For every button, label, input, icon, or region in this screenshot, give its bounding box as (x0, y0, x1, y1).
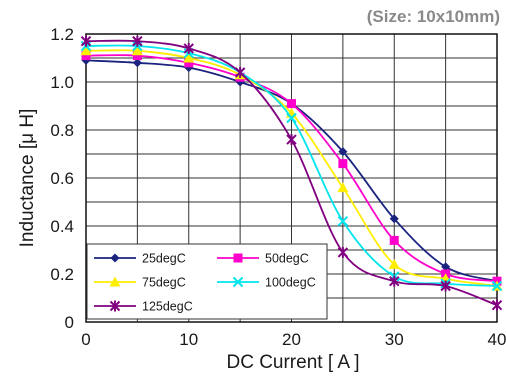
legend-marker-75degc (109, 276, 121, 287)
data-point-50degc (338, 159, 348, 169)
data-point-25degc (441, 262, 451, 272)
data-point-100degc (491, 280, 503, 292)
legend-label-100degc: 100degC (265, 276, 316, 290)
y-tick-label: 1.2 (50, 25, 74, 44)
x-tick-label: 10 (179, 330, 198, 349)
size-annotation: (Size: 10x10mm) (367, 7, 500, 26)
data-point-75degc (80, 45, 92, 56)
legend-marker-125degc (109, 300, 121, 312)
data-point-125degc (80, 35, 92, 47)
data-point-125degc (286, 134, 297, 146)
legend-marker-50degc (233, 253, 243, 263)
tick-labels: 0 10 20 30 40 0 0.2 0.4 0.6 0.8 1.0 1.2 (50, 25, 506, 349)
data-point-75degc (337, 182, 349, 193)
y-tick-label: 1.0 (50, 73, 74, 92)
y-tick-label: 0 (65, 313, 74, 332)
legend-marker-100degc (232, 276, 244, 288)
data-point-75degc (388, 258, 400, 269)
series-layer (80, 35, 503, 311)
x-tick-label: 30 (385, 330, 404, 349)
data-point-25degc (132, 58, 142, 68)
data-point-125degc (337, 246, 349, 258)
data-point-75degc (183, 52, 195, 63)
data-point-25degc (338, 147, 348, 157)
x-tick-label: 20 (282, 330, 301, 349)
data-point-100degc (337, 215, 349, 227)
data-point-125degc (234, 66, 246, 78)
data-point-50degc (389, 235, 399, 245)
series-line-125degc (85, 39, 498, 307)
x-axis-title: DC Current [ A ] (226, 352, 359, 373)
legend-label-50degc: 50degC (265, 252, 309, 266)
data-point-50degc (81, 51, 91, 61)
y-tick-label: 0.8 (50, 121, 74, 140)
data-point-50degc (132, 51, 142, 61)
y-axis-title: Inductance [μ H] (17, 109, 38, 248)
data-point-125degc (491, 299, 503, 311)
plot-frame (85, 33, 498, 323)
data-point-100degc (286, 112, 297, 124)
legend-label-75degc: 75degC (142, 276, 186, 290)
data-point-50degc (287, 99, 296, 109)
y-tick-label: 0.4 (50, 217, 74, 236)
data-point-125degc (389, 275, 400, 287)
data-point-25degc (389, 214, 399, 224)
legend-label-125degc: 125degC (142, 300, 193, 314)
x-tick-label: 40 (488, 330, 506, 349)
data-point-75degc (131, 45, 143, 56)
y-tick-label: 0.6 (50, 169, 74, 188)
legend-marker-25degc (110, 253, 120, 263)
x-tick-label: 0 (81, 330, 90, 349)
legend-label-25degc: 25degC (142, 252, 186, 266)
data-point-125degc (132, 35, 143, 47)
data-point-125degc (440, 280, 451, 292)
legend: 25degC 50degC 75degC 100degC 125degC (86, 243, 328, 320)
data-point-125degc (183, 42, 194, 54)
y-tick-label: 0.2 (50, 265, 74, 284)
data-point-50degc (184, 58, 194, 68)
